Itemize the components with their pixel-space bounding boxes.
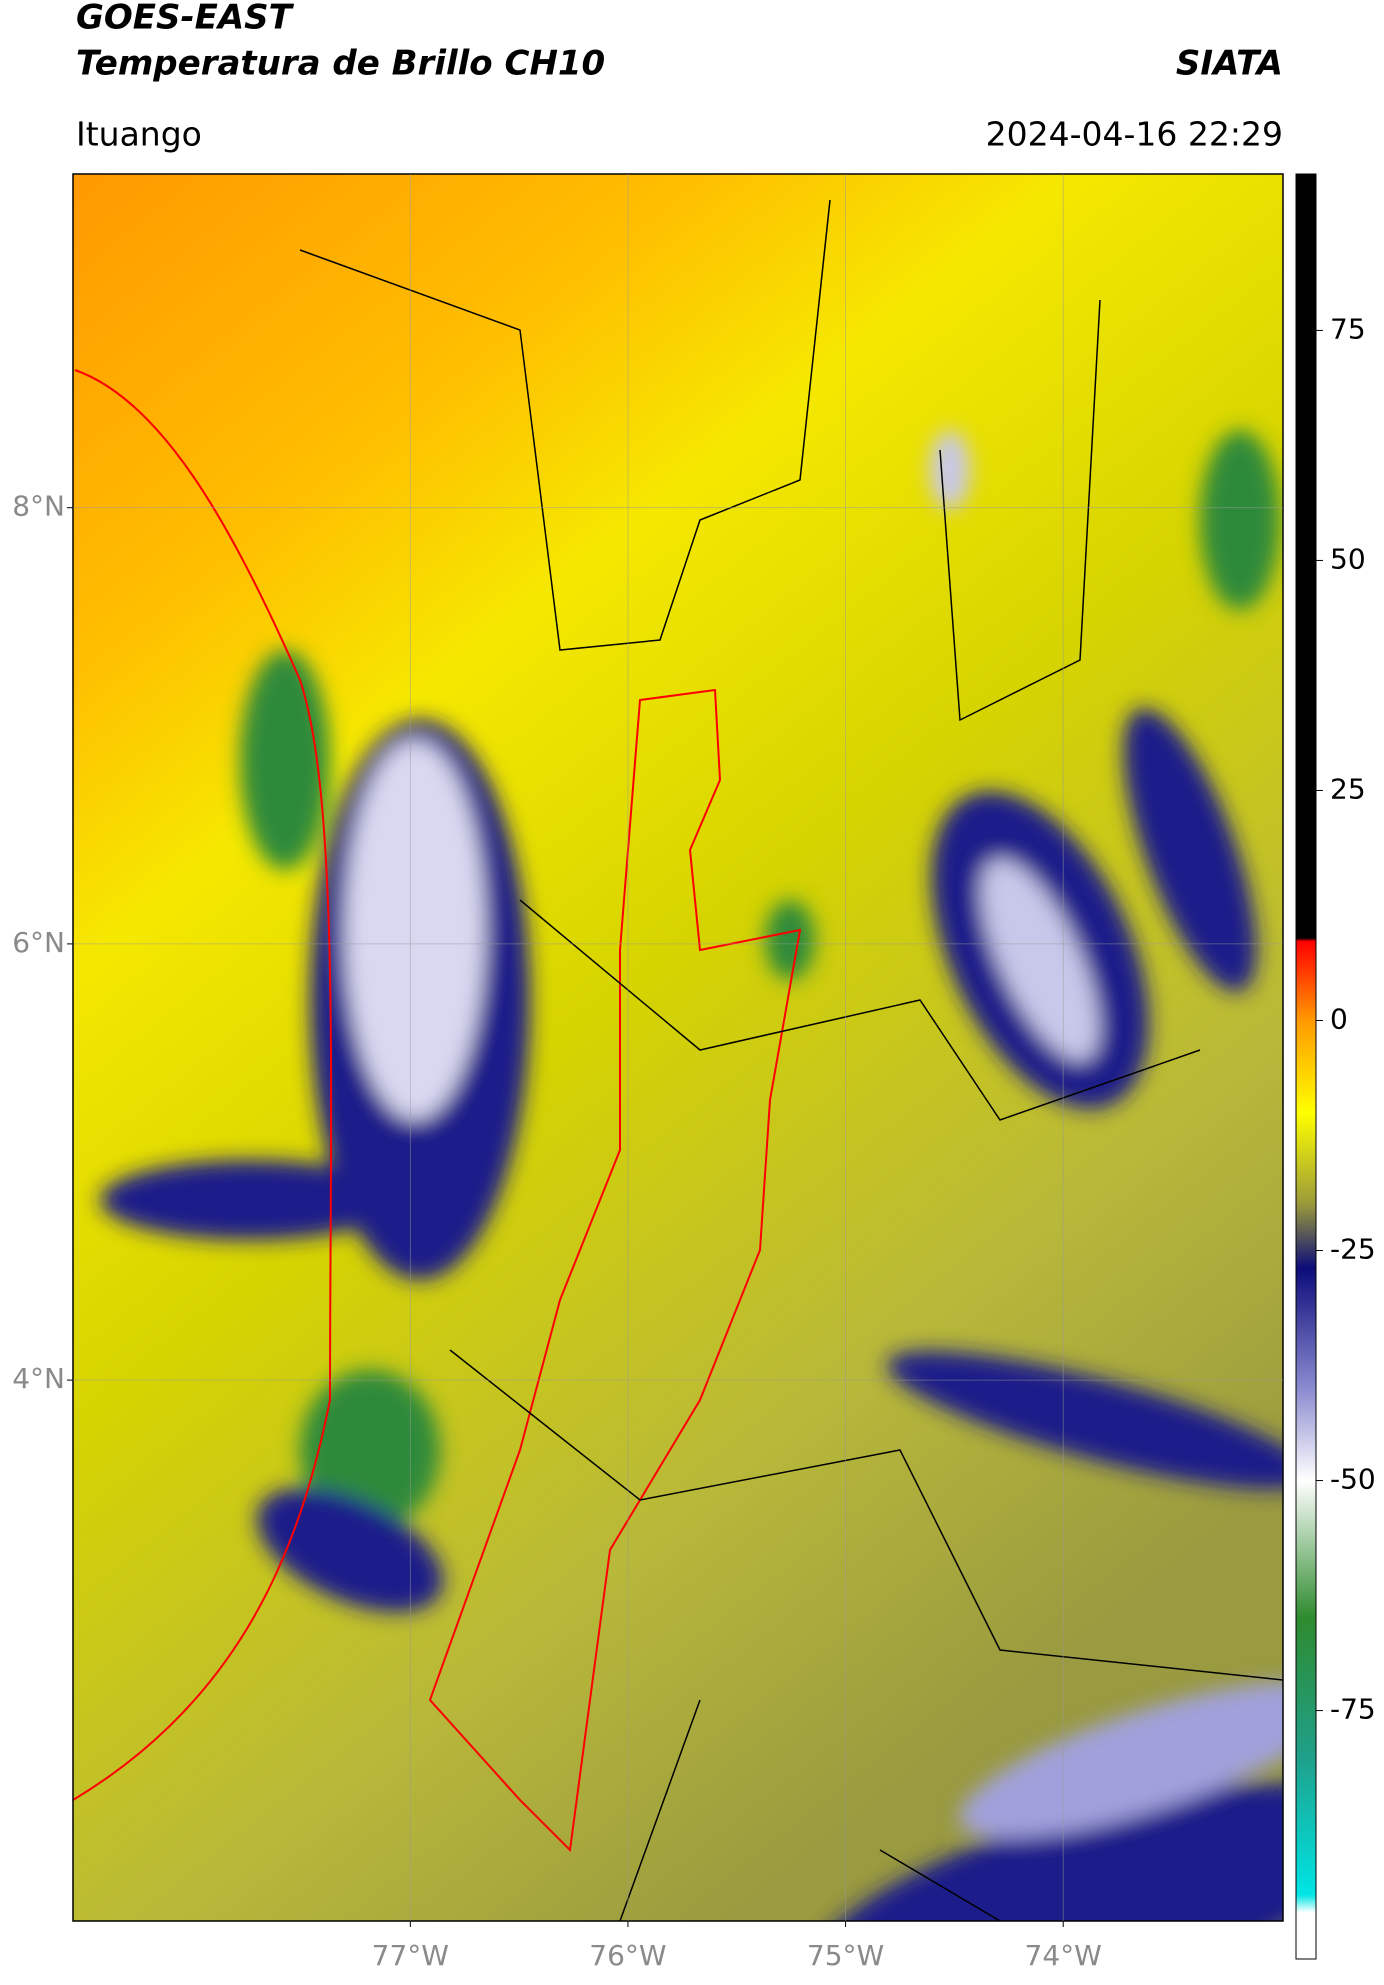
x-tick-label: 75°W bbox=[807, 1939, 884, 1972]
map-frame bbox=[72, 173, 1284, 1922]
colorbar-tick-label: -75 bbox=[1330, 1693, 1376, 1726]
x-tick-label: 76°W bbox=[589, 1939, 666, 1972]
x-tick-label: 77°W bbox=[372, 1939, 449, 1972]
colorbar-tick-label: 50 bbox=[1330, 542, 1366, 575]
y-tick-label: 4°N bbox=[12, 1362, 65, 1395]
colorbar-tick-label: -25 bbox=[1330, 1233, 1376, 1266]
region-outline bbox=[428, 688, 802, 1853]
map-image bbox=[73, 174, 1283, 1921]
y-tick-label: 8°N bbox=[12, 490, 65, 523]
source: SIATA bbox=[1176, 44, 1283, 84]
location: Ituango bbox=[76, 115, 202, 154]
subtitle: Temperatura de Brillo CH10 bbox=[76, 44, 605, 84]
colorbar-tick-label: 0 bbox=[1330, 1002, 1348, 1035]
colorbar-tick-label: 25 bbox=[1330, 772, 1366, 805]
colorbar-tick-label: 75 bbox=[1330, 312, 1366, 345]
borders bbox=[299, 199, 1283, 1921]
colorbar bbox=[1295, 173, 1317, 1960]
y-tick-label: 6°N bbox=[12, 926, 65, 959]
coastline bbox=[73, 369, 333, 1801]
title: GOES-EAST bbox=[76, 0, 295, 38]
x-tick-label: 74°W bbox=[1025, 1939, 1102, 1972]
colorbar-tick-label: -50 bbox=[1330, 1463, 1376, 1496]
datetime: 2024-04-16 22:29 bbox=[986, 115, 1283, 154]
cloud-field bbox=[100, 430, 1283, 1921]
